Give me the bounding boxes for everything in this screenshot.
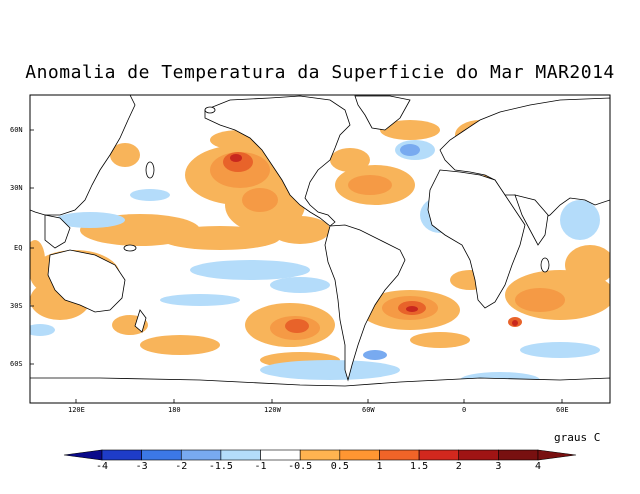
colorbar-cell xyxy=(537,449,577,461)
colorbar-tick-label: -1 xyxy=(254,461,267,472)
lat-label-30s: 30S xyxy=(10,302,23,310)
colorbar-cell xyxy=(260,449,301,461)
colorbar-tick-label: 2 xyxy=(455,461,462,472)
colorbar-cell xyxy=(101,449,142,461)
colorbar-tick-label: 1 xyxy=(376,461,383,472)
colorbar-cell xyxy=(220,449,261,461)
colorbar-tick-label: 1.5 xyxy=(410,461,429,472)
colorbar-tick-label: -2 xyxy=(175,461,188,472)
continents xyxy=(30,95,610,403)
colorbar-cell xyxy=(458,449,499,461)
lon-label-0: 0 xyxy=(462,406,467,414)
colorbar-cell xyxy=(141,449,182,461)
colorbar-cell xyxy=(379,449,420,461)
colorbar-cell xyxy=(498,449,539,461)
colorbar-cell xyxy=(339,449,380,461)
colorbar-tick-label: -3 xyxy=(135,461,148,472)
map-title: Anomalia de Temperatura da Superficie do… xyxy=(25,62,615,83)
colorbar-tick-label: 4 xyxy=(534,461,542,472)
colorbar-tick-label: 0.5 xyxy=(330,461,349,472)
axis-ticks xyxy=(30,129,563,403)
colorbar-cell xyxy=(180,449,222,461)
colorbar-tick-label: -0.5 xyxy=(288,461,313,472)
lat-label-60s: 60S xyxy=(10,360,23,368)
colorbar-cell xyxy=(63,449,103,461)
colorbar-tick-label: 3 xyxy=(495,461,502,472)
lat-label-60n: 60N xyxy=(10,126,23,134)
colorbar-cell xyxy=(418,449,460,461)
lon-label-60e: 60E xyxy=(556,406,569,414)
colorbar-tick-label: -4 xyxy=(95,461,109,472)
colorbar-tick-label: -1.5 xyxy=(208,461,233,472)
lon-label-60w: 60W xyxy=(362,406,375,414)
lon-label-120e: 120E xyxy=(68,406,85,414)
lon-label-120w: 120W xyxy=(264,406,281,414)
anomaly-field xyxy=(30,95,610,403)
colorbar-cell xyxy=(299,449,341,461)
lat-label-eq: EQ xyxy=(14,244,23,252)
lat-label-30n: 30N xyxy=(10,184,23,192)
lon-label-180: 180 xyxy=(168,406,181,414)
units-label: graus C xyxy=(554,431,601,444)
